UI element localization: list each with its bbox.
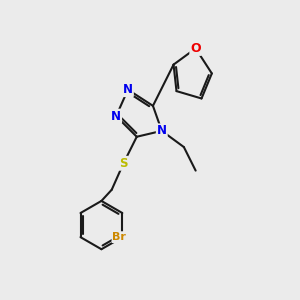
Text: N: N (111, 110, 121, 123)
Text: N: N (123, 83, 133, 96)
Text: O: O (190, 42, 201, 55)
Text: S: S (119, 157, 128, 170)
Text: N: N (157, 124, 167, 137)
Text: Br: Br (112, 232, 126, 242)
